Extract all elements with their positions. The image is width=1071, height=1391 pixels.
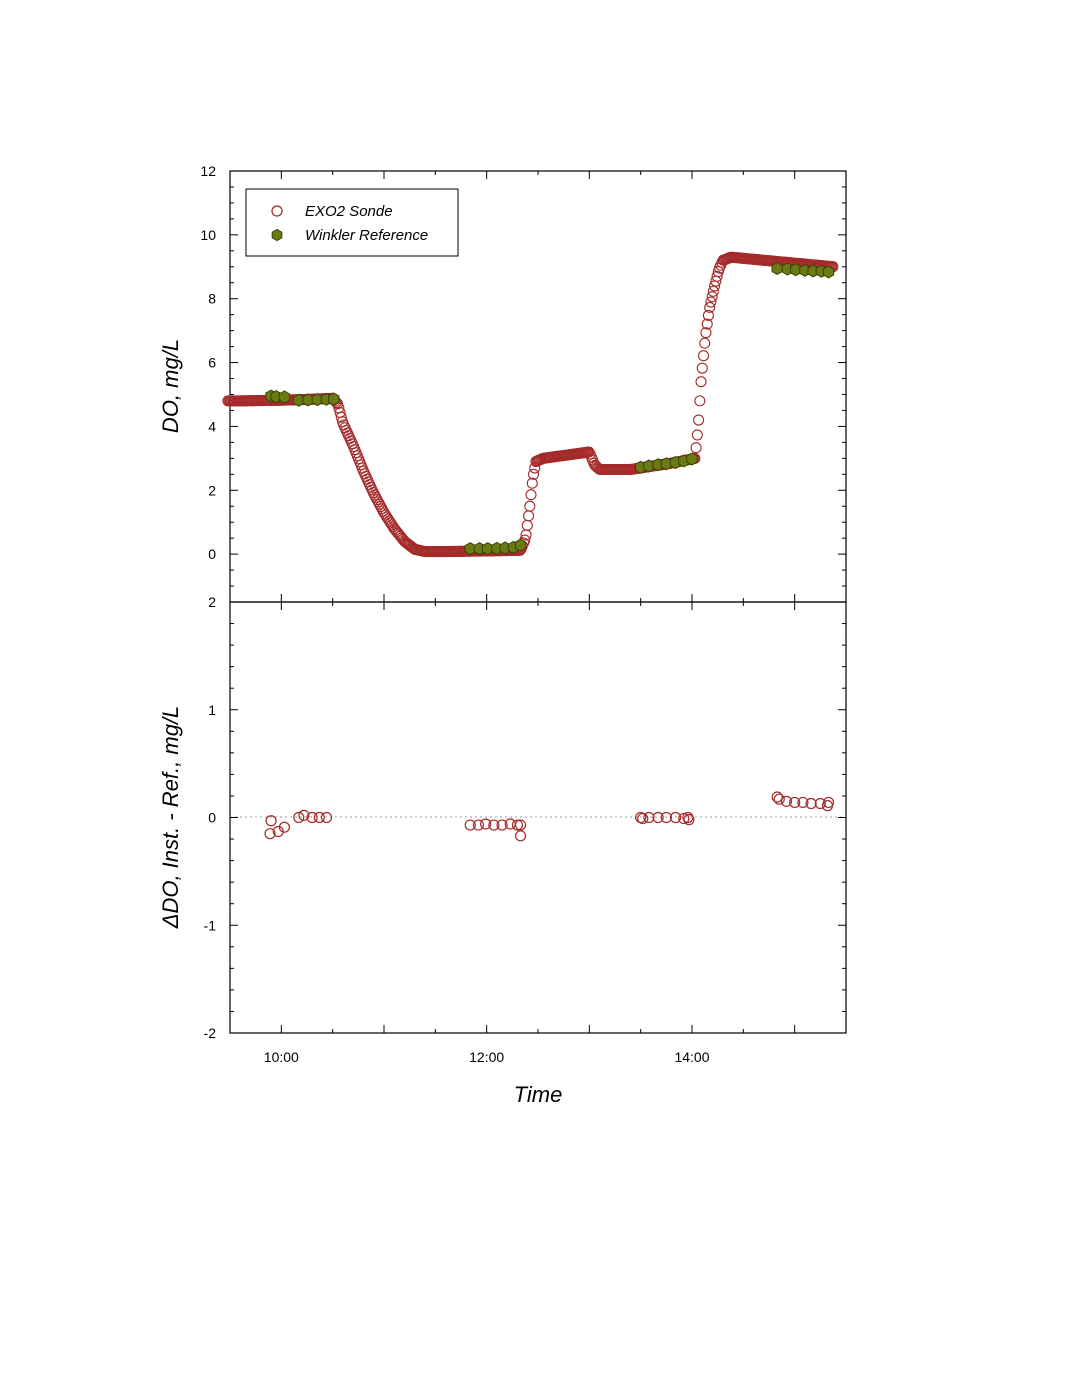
sonde-point: [693, 414, 705, 426]
winkler-point: [686, 452, 698, 466]
difference-point: [678, 812, 690, 825]
difference-point: [320, 811, 333, 824]
bottom-y-tick-label: 2: [208, 594, 216, 610]
difference-point: [643, 811, 655, 824]
legend-winkler-label: Winkler Reference: [305, 227, 428, 244]
difference-point: [472, 819, 485, 831]
top-y-tick-label: 12: [200, 163, 216, 179]
difference-point: [514, 830, 527, 842]
winkler-point: [514, 538, 527, 552]
top-y-tick-label: 2: [208, 482, 216, 498]
sonde-point: [704, 301, 716, 313]
sonde-point: [705, 296, 717, 308]
sonde-point: [697, 350, 710, 362]
difference-point: [278, 821, 291, 833]
sonde-point: [701, 318, 713, 330]
bottom-y-tick-labels: -2 -1 0 1 2: [204, 594, 217, 1041]
difference-point: [313, 811, 325, 824]
difference-point: [488, 819, 500, 831]
legend-sonde-label: EXO2 Sonde: [305, 203, 393, 220]
bottom-y-tick-label: -1: [204, 917, 217, 933]
difference-point: [464, 819, 476, 831]
difference-point: [797, 796, 809, 809]
bottom-panel: -2 -1 0 1 2 10:00 12:00 14:00 ΔDO, Inst. - Ref…: [158, 594, 847, 1107]
top-axis-ticks: [229, 170, 847, 603]
difference-point: [480, 818, 492, 830]
sonde-point: [523, 510, 535, 522]
top-y-tick-label: 10: [200, 227, 216, 243]
bottom-y-axis-label: ΔDO, Inst. - Ref., mg/L: [158, 706, 183, 930]
difference-point: [814, 797, 826, 810]
x-axis-label: Time: [514, 1082, 563, 1107]
difference-point: [298, 809, 310, 821]
winkler-point: [278, 390, 291, 404]
winkler-point: [328, 392, 340, 406]
sonde-point: [696, 362, 708, 374]
difference-point: [789, 796, 801, 809]
difference-point: [306, 811, 318, 824]
top-winkler-series: [265, 261, 835, 556]
sonde-point: [699, 337, 711, 349]
difference-point: [773, 793, 785, 805]
difference-point: [511, 819, 524, 831]
sonde-point: [529, 462, 541, 474]
sonde-point: [707, 285, 719, 297]
difference-point: [293, 811, 305, 824]
x-tick-label: 14:00: [674, 1049, 709, 1065]
difference-point: [496, 819, 508, 831]
sonde-point: [690, 442, 702, 454]
sonde-point: [521, 519, 533, 531]
legend-sonde-marker: [271, 205, 283, 217]
top-y-tick-label: 0: [208, 546, 216, 562]
sonde-point: [700, 327, 712, 339]
top-y-tick-label: 8: [208, 291, 216, 307]
bottom-y-tick-label: 1: [208, 702, 216, 718]
sonde-point: [527, 468, 540, 480]
winkler-point: [771, 261, 783, 275]
sonde-point: [335, 411, 347, 423]
sonde-point: [524, 500, 536, 512]
top-y-tick-labels: 0 2 4 6 8 10 12: [200, 163, 216, 562]
top-y-tick-label: 4: [208, 418, 216, 434]
x-tick-label: 10:00: [264, 1049, 299, 1065]
bottom-plot-frame: [229, 601, 847, 1034]
bottom-difference-series: [264, 791, 835, 842]
top-y-axis-label: DO, mg/L: [158, 339, 183, 433]
difference-point: [264, 828, 276, 840]
top-panel: 0 2 4 6 8 10 12 DO, mg/L EXO2 Sonde Winkler Re…: [158, 163, 847, 603]
difference-point: [780, 795, 793, 807]
x-tick-labels: 10:00 12:00 14:00: [264, 1049, 710, 1065]
difference-point: [669, 811, 682, 824]
difference-point: [514, 819, 527, 831]
difference-point: [660, 811, 672, 824]
sonde-point: [695, 376, 707, 388]
bottom-y-tick-label: -2: [204, 1025, 217, 1041]
sonde-point: [525, 489, 537, 501]
difference-point: [637, 812, 649, 825]
sonde-point: [702, 309, 714, 322]
x-tick-label: 12:00: [469, 1049, 504, 1065]
difference-point: [822, 796, 835, 809]
sonde-point: [706, 291, 718, 303]
sonde-point: [526, 477, 538, 489]
sonde-point: [694, 395, 706, 407]
top-y-tick-label: 6: [208, 355, 216, 371]
legend-winkler-marker: [271, 228, 283, 242]
legend: EXO2 Sonde Winkler Reference: [245, 188, 459, 257]
sonde-point: [711, 270, 723, 282]
winkler-point: [822, 265, 835, 279]
difference-point: [652, 811, 664, 824]
sonde-point: [691, 429, 703, 441]
bottom-y-tick-label: 0: [208, 810, 216, 826]
difference-point: [805, 797, 817, 810]
difference-point: [265, 815, 277, 827]
legend-box: [245, 188, 459, 257]
difference-point: [771, 791, 783, 803]
bottom-axis-ticks: [229, 601, 847, 1034]
difference-point: [683, 814, 695, 826]
